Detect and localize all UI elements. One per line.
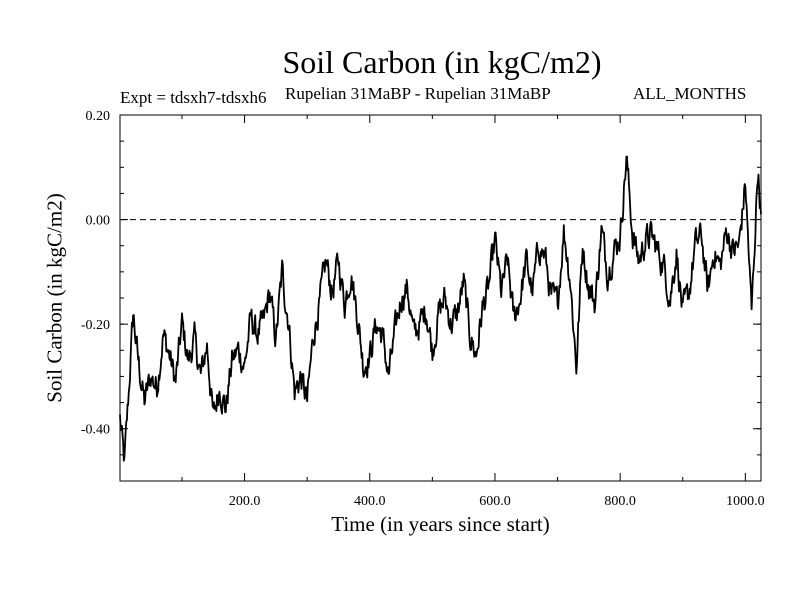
plot-frame	[119, 114, 762, 482]
period-label: Rupelian 31MaBP - Rupelian 31MaBP	[285, 84, 551, 103]
y-tick-label: -0.40	[81, 423, 110, 438]
x-axis-label: Time (in years since start)	[331, 512, 550, 536]
y-tick-label: 0.00	[86, 214, 111, 229]
series-line-soil-carbon	[119, 155, 762, 462]
x-tick-label: 800.0	[604, 494, 636, 509]
x-tick-label: 400.0	[354, 494, 386, 509]
x-tick-label: 1000.0	[726, 494, 765, 509]
axis-ticks: 200.0 400.0 600.0 800.0 1000.0 0.20 0.00 -0.20 -…	[81, 109, 765, 509]
x-tick-label: 600.0	[479, 494, 511, 509]
experiment-label: Expt = tdsxh7-tdsxh6	[120, 88, 267, 107]
season-label: ALL_MONTHS	[633, 84, 747, 103]
x-tick-label: 200.0	[229, 494, 261, 509]
y-tick-label: -0.20	[81, 318, 110, 333]
y-tick-label: 0.20	[86, 109, 111, 124]
chart-title: Soil Carbon (in kgC/m2)	[282, 44, 602, 80]
